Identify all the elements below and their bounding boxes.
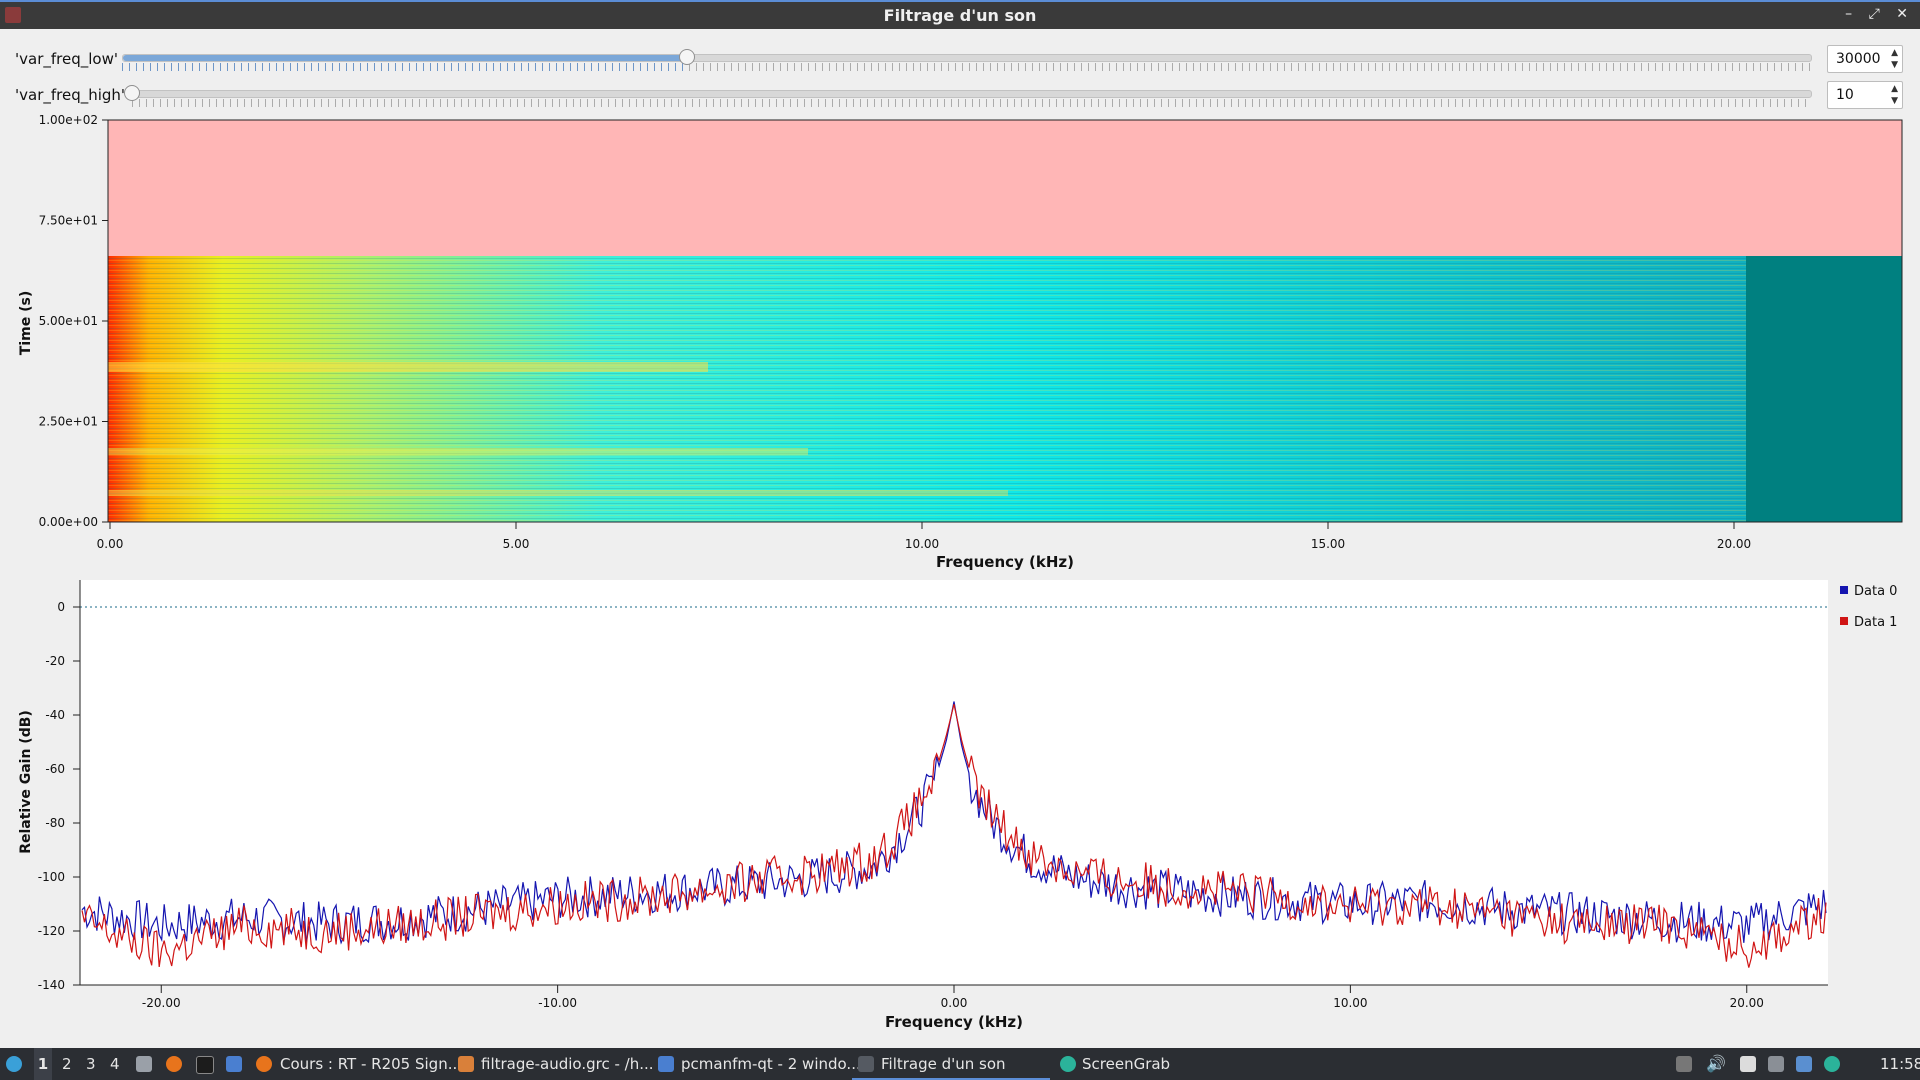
var-freq-low-spinbox[interactable]: 30000 ▲ ▼ — [1827, 45, 1903, 73]
tray-update-icon[interactable] — [1796, 1056, 1812, 1072]
minimize-icon[interactable]: – — [1845, 6, 1859, 22]
var-freq-low-ticks-active — [122, 63, 688, 71]
legend-label: Data 1 — [1854, 615, 1897, 630]
waterfall-band-3 — [108, 490, 1008, 496]
spin-down-icon[interactable]: ▼ — [1891, 60, 1898, 70]
var-freq-low-handle[interactable] — [679, 49, 696, 65]
legend-swatch — [1840, 586, 1848, 594]
workspace-2[interactable]: 2 — [62, 1055, 72, 1073]
psd-ytick-label: 0 — [57, 600, 65, 614]
spin-up-icon[interactable]: ▲ — [1891, 48, 1898, 58]
task-firefox[interactable]: Cours : RT - R205 Sign... — [280, 1055, 463, 1073]
waterfall-ytick-label: 0.00e+00 — [39, 515, 98, 529]
task-screengrab[interactable]: ScreenGrab — [1082, 1055, 1171, 1073]
psd-xtick-label: -20.00 — [142, 996, 181, 1010]
waterfall-panel: 1.00e+02 7.50e+01 5.00e+01 2.50e+01 0.00e+00… — [0, 110, 1920, 571]
firefox-icon[interactable] — [166, 1056, 182, 1072]
spin-up-icon[interactable]: ▲ — [1891, 84, 1898, 94]
window-task-icon — [858, 1056, 874, 1072]
waterfall-ytick-label: 7.50e+01 — [39, 214, 98, 228]
var-freq-low-row: 'var_freq_low' 30000 ▲ ▼ — [0, 44, 1920, 74]
waterfall-xtick-label: 0.00 — [97, 537, 124, 551]
psd-ytick-label: -80 — [45, 816, 65, 830]
task-grc[interactable]: filtrage-audio.grc - /h... — [481, 1055, 654, 1073]
clock: 11:58 — [1880, 1055, 1920, 1073]
psd-ytick-label: -60 — [45, 762, 65, 776]
waterfall-empty-area — [108, 120, 1902, 256]
psd-legend[interactable]: Data 0 Data 1 — [1840, 584, 1897, 630]
psd-xtick-label: 0.00 — [941, 996, 968, 1010]
psd-ytick-label: -140 — [38, 978, 65, 992]
psd-ytick-label: -100 — [38, 870, 65, 884]
var-freq-low-label: 'var_freq_low' — [15, 50, 118, 68]
volume-icon[interactable]: 🔊 — [1706, 1054, 1726, 1073]
var-freq-high-handle[interactable] — [124, 85, 140, 101]
folder-task-icon — [658, 1056, 674, 1072]
psd-xlabel: Frequency (kHz) — [885, 1013, 1023, 1030]
psd-ytick-label: -40 — [45, 708, 65, 722]
psd-xtick-label: 20.00 — [1730, 996, 1764, 1010]
psd-xtick-label: -10.00 — [538, 996, 577, 1010]
var-freq-high-ticks — [132, 99, 1810, 107]
workspace-1[interactable]: 1 — [34, 1048, 52, 1080]
desktop-icon[interactable] — [226, 1056, 242, 1072]
waterfall-texture — [108, 256, 1746, 522]
app-icon — [5, 7, 21, 23]
psd-ytick-label: -20 — [45, 654, 65, 668]
waterfall-xlabel: Frequency (kHz) — [936, 553, 1074, 570]
terminal-icon[interactable] — [196, 1056, 214, 1074]
start-menu-icon[interactable] — [6, 1056, 22, 1072]
firefox-task-icon — [256, 1056, 272, 1072]
psd-xtick-label: 10.00 — [1333, 996, 1367, 1010]
tray-clipboard-icon[interactable] — [1740, 1056, 1756, 1072]
psd-panel: 0 -20 -40 -60 -80 -100 -120 -140 -20.00 -10.00 0.… — [0, 575, 1920, 1031]
waterfall-band-2 — [108, 448, 808, 455]
psd-plot-background — [80, 580, 1828, 985]
spin-down-icon[interactable]: ▼ — [1891, 96, 1898, 106]
waterfall-svg: 1.00e+02 7.50e+01 5.00e+01 2.50e+01 0.00e+00… — [18, 113, 1903, 571]
waterfall-band-1 — [108, 362, 708, 372]
waterfall-xtick-label: 5.00 — [503, 537, 530, 551]
var-freq-high-spinbox[interactable]: 10 ▲ ▼ — [1827, 81, 1903, 109]
var-freq-high-slider[interactable] — [132, 90, 1812, 98]
close-icon[interactable]: ✕ — [1896, 6, 1914, 22]
var-freq-high-row: 'var_freq_high' 10 ▲ ▼ — [0, 80, 1920, 110]
legend-swatch — [1840, 617, 1848, 625]
var-freq-low-value: 30000 — [1836, 51, 1881, 67]
waterfall-ytick-label: 1.00e+02 — [39, 113, 98, 127]
var-freq-low-slider[interactable] — [122, 54, 1812, 62]
psd-series-line — [81, 704, 1827, 968]
maximize-icon[interactable]: ⤢ — [1868, 6, 1886, 22]
waterfall-ytick-label: 2.50e+01 — [39, 415, 98, 429]
var-freq-low-fill — [123, 55, 689, 61]
var-freq-high-label: 'var_freq_high' — [15, 86, 126, 104]
waterfall-ytick-label: 5.00e+01 — [39, 314, 98, 328]
var-freq-high-value: 10 — [1836, 87, 1854, 103]
psd-chart-svg: 0 -20 -40 -60 -80 -100 -120 -140 -20.00 -10.00 0.… — [18, 580, 1897, 1031]
grc-task-icon — [458, 1056, 474, 1072]
psd-ytick-label: -120 — [38, 924, 65, 938]
screengrab-task-icon — [1060, 1056, 1076, 1072]
task-pcmanfm[interactable]: pcmanfm-qt - 2 windo... — [681, 1055, 861, 1073]
waterfall-ylabel: Time (s) — [18, 291, 34, 355]
tray-screengrab-icon[interactable] — [1824, 1056, 1840, 1072]
waterfall-xtick-label: 15.00 — [1311, 537, 1345, 551]
task-filtrage[interactable]: Filtrage d'un son — [852, 1048, 1050, 1080]
waterfall-xtick-label: 10.00 — [905, 537, 939, 551]
taskbar: 1 2 3 4 Cours : RT - R205 Sign... filtra… — [0, 1048, 1920, 1080]
window-titlebar[interactable]: Filtrage d'un son – ⤢ ✕ — [0, 0, 1920, 29]
tray-network-icon[interactable] — [1768, 1056, 1784, 1072]
tray-battery-icon[interactable] — [1676, 1056, 1692, 1072]
waterfall-xtick-label: 20.00 — [1717, 537, 1751, 551]
workspace-3[interactable]: 3 — [86, 1055, 96, 1073]
file-manager-icon[interactable] — [136, 1056, 152, 1072]
legend-label: Data 0 — [1854, 584, 1897, 599]
psd-ylabel: Relative Gain (dB) — [18, 710, 34, 854]
window-title: Filtrage d'un son — [883, 6, 1037, 25]
var-freq-low-ticks — [122, 63, 1810, 71]
workspace-4[interactable]: 4 — [110, 1055, 120, 1073]
